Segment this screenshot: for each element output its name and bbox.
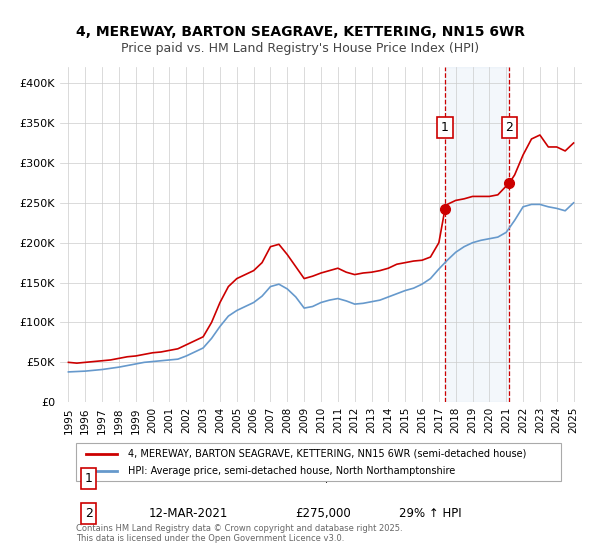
Text: Contains HM Land Registry data © Crown copyright and database right 2025.
This d: Contains HM Land Registry data © Crown c… — [76, 524, 402, 543]
Text: 12-MAR-2021: 12-MAR-2021 — [149, 507, 228, 520]
Text: 4, MEREWAY, BARTON SEAGRAVE, KETTERING, NN15 6WR (semi-detached house): 4, MEREWAY, BARTON SEAGRAVE, KETTERING, … — [128, 449, 526, 459]
Text: 12-MAY-2017: 12-MAY-2017 — [149, 472, 226, 485]
Bar — [445, 67, 509, 402]
Text: £241,950: £241,950 — [295, 472, 351, 485]
Text: 2: 2 — [85, 507, 92, 520]
Text: 34% ↑ HPI: 34% ↑ HPI — [400, 472, 462, 485]
Text: 4, MEREWAY, BARTON SEAGRAVE, KETTERING, NN15 6WR: 4, MEREWAY, BARTON SEAGRAVE, KETTERING, … — [76, 25, 524, 39]
Text: 1: 1 — [441, 121, 449, 134]
FancyBboxPatch shape — [76, 444, 561, 482]
Text: 29% ↑ HPI: 29% ↑ HPI — [400, 507, 462, 520]
Text: 2: 2 — [505, 121, 514, 134]
Text: 1: 1 — [85, 472, 92, 485]
Text: HPI: Average price, semi-detached house, North Northamptonshire: HPI: Average price, semi-detached house,… — [128, 466, 455, 476]
Text: Price paid vs. HM Land Registry's House Price Index (HPI): Price paid vs. HM Land Registry's House … — [121, 42, 479, 55]
Text: £275,000: £275,000 — [295, 507, 350, 520]
